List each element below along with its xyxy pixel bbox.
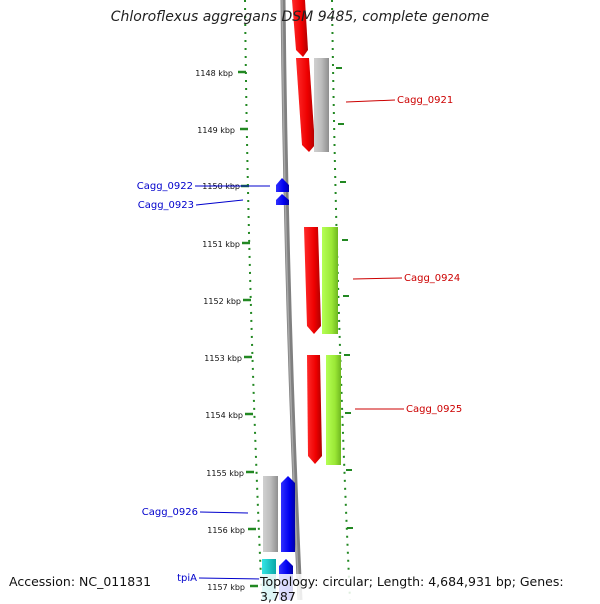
ruler-tick: 1148 kbp [195,69,246,78]
ruler-tick: 1157 kbp [207,583,258,592]
kbp-ruler: 1148 kbp 1149 kbp 1150 kbp 1151 kbp 1152… [195,69,258,592]
ruler-tick: 1154 kbp [205,411,253,420]
ruler-tick: 1156 kbp [207,526,256,535]
ruler-tick-label: 1151 kbp [202,240,240,249]
gene-arrow-reverse[interactable] [307,355,322,464]
ruler-tick: 1152 kbp [203,297,251,306]
gene-arrow-reverse[interactable] [304,227,321,334]
genome-backbone [280,0,303,600]
genome-title: Chloroflexus aggregans DSM 9485, complet… [110,9,490,25]
gene-label-cagg-0921[interactable]: Cagg_0921 [397,95,453,106]
gene-arrow-forward[interactable] [276,178,289,192]
gene-label-cagg-0923[interactable]: Cagg_0923 [138,200,194,211]
gene-label-cagg-0925[interactable]: Cagg_0925 [406,404,462,415]
gene-arrow-forward[interactable] [281,476,295,552]
ruler-tick: 1149 kbp [197,126,248,135]
ruler-tick-label: 1155 kbp [206,469,244,478]
gene-label-cagg-0926[interactable]: Cagg_0926 [142,507,198,518]
outer-ring-ticks [336,67,353,529]
genome-backbone-highlight [281,0,300,600]
ruler-tick-label: 1153 kbp [204,354,242,363]
ruler-tick: 1151 kbp [202,240,250,249]
feature-block-green[interactable] [326,355,341,465]
accession-label: Accession: NC_011831 [8,574,153,589]
ruler-tick-label: 1157 kbp [207,583,245,592]
ruler-tick-label: 1154 kbp [205,411,243,420]
feature-block-green[interactable] [322,227,338,334]
ruler-tick-label: 1152 kbp [203,297,241,306]
gene-arrow-reverse[interactable] [292,0,308,57]
reverse-strand-features [292,0,341,465]
gene-label-cagg-0924[interactable]: Cagg_0924 [404,273,460,284]
ruler-tick: 1153 kbp [204,354,252,363]
feature-block-grey[interactable] [314,58,329,152]
gene-arrow-reverse[interactable] [296,58,315,152]
ruler-tick-label: 1148 kbp [195,69,233,78]
gene-label-cagg-0922[interactable]: Cagg_0922 [137,181,193,192]
gene-arrow-forward[interactable] [276,194,289,205]
gene-label-tpia[interactable]: tpiA [177,573,197,584]
forward-gene-labels: Cagg_0922 Cagg_0923 Cagg_0926 tpiA [137,181,270,584]
feature-block-grey[interactable] [263,476,278,552]
ruler-tick: 1155 kbp [206,469,254,478]
ruler-tick-label: 1156 kbp [207,526,245,535]
reverse-gene-labels: Cagg_0921 Cagg_0924 Cagg_0925 [345,95,462,415]
ruler-tick-label: 1149 kbp [197,126,235,135]
